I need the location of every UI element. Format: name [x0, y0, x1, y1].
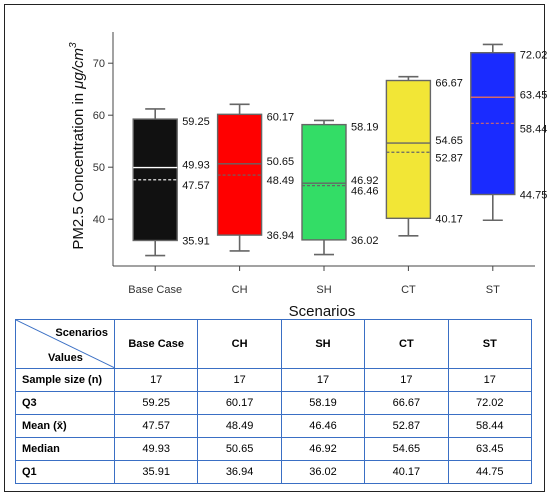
table-cell: 17 [197, 368, 282, 392]
table-cell: 17 [113, 368, 199, 392]
y-tick-label: 60 [93, 110, 105, 122]
y-axis-label-prefix: PM2.5 Concentration in [70, 89, 87, 250]
x-tick-label: ST [486, 284, 500, 296]
table-header-row: Scenarios Values Base Case CH SH CT ST [15, 319, 533, 369]
table-cell: 46.92 [280, 437, 366, 461]
table-column-header: CT [364, 319, 449, 369]
x-tick-label: CT [401, 284, 416, 296]
table-cell: 66.67 [364, 391, 449, 415]
table-cell: 46.46 [280, 414, 366, 438]
table-row: Q1 35.91 36.94 36.02 40.17 44.75 [15, 460, 533, 484]
x-tick-label: Base Case [128, 284, 182, 296]
corner-divider [16, 320, 115, 368]
chart-boxes: 59.25 35.91 49.93 47.57 60.17 36.94 50.65 48.49… [132, 43, 548, 257]
table-cell: 59.25 [113, 391, 199, 415]
table-cell: 17 [280, 368, 366, 392]
median-label: 46.92 [351, 175, 379, 187]
table-column-header: ST [447, 319, 533, 369]
row-label: Q3 [15, 391, 115, 415]
row-label: Sample size (n) [15, 368, 115, 392]
q1-label: 36.94 [267, 230, 295, 242]
corner-label-scenarios: Scenarios [55, 327, 108, 339]
table-corner-cell: Scenarios Values [15, 319, 115, 369]
median-label: 50.65 [267, 156, 295, 168]
table-cell: 40.17 [364, 460, 449, 484]
table-cell: 44.75 [447, 460, 533, 484]
mean-label: 48.49 [267, 175, 295, 187]
table-cell: 60.17 [197, 391, 282, 415]
table-cell: 63.45 [447, 437, 533, 461]
q1-label: 35.91 [182, 235, 210, 247]
boxplot-chart: 59.25 35.91 49.93 47.57 60.17 36.94 50.65 48.49… [68, 32, 548, 320]
box-ct [385, 79, 432, 220]
table-cell: 17 [447, 368, 533, 392]
y-axis-label-exp: 3 [68, 42, 79, 48]
summary-table: Scenarios Values Base Case CH SH CT ST S… [15, 319, 533, 484]
table-cell: 58.44 [447, 414, 533, 438]
y-tick-label: 40 [93, 214, 105, 226]
mean-label: 58.44 [520, 123, 548, 135]
y-tick-label: 70 [93, 58, 105, 70]
figure-frame [4, 4, 545, 492]
y-tick-label: 50 [93, 162, 105, 174]
x-axis-label: Scenarios [289, 303, 356, 320]
median-label: 49.93 [182, 160, 210, 172]
y-axis-label: PM2.5 Concentration in μg/cm3 [68, 42, 87, 250]
chart-ticks: 40 50 60 70 Base Case CH SH CT ST [93, 58, 500, 296]
table-row: Q3 59.25 60.17 58.19 66.67 72.02 [15, 391, 533, 415]
table-cell: 50.65 [197, 437, 282, 461]
mean-label: 47.57 [182, 180, 210, 192]
table-cell: 48.49 [197, 414, 282, 438]
median-label: 63.45 [520, 89, 548, 101]
table-cell: 36.02 [280, 460, 366, 484]
q3-label: 58.19 [351, 122, 379, 134]
mean-label: 46.46 [351, 186, 379, 198]
table-cell: 54.65 [364, 437, 449, 461]
table-row: Sample size (n) 17 17 17 17 17 [15, 368, 533, 392]
mean-label: 52.87 [435, 152, 463, 164]
box-sh [301, 123, 347, 241]
table-column-header: Base Case [113, 319, 199, 369]
table-cell: 49.93 [113, 437, 199, 461]
table-cell: 17 [364, 368, 449, 392]
table-cell: 47.57 [113, 414, 199, 438]
row-label: Q1 [15, 460, 115, 484]
x-tick-label: CH [232, 284, 248, 296]
q1-label: 36.02 [351, 235, 379, 247]
table-column-header: SH [280, 319, 366, 369]
table-column-header: CH [197, 319, 282, 369]
table-cell: 72.02 [447, 391, 533, 415]
q3-label: 66.67 [435, 78, 463, 90]
x-tick-label: SH [316, 284, 331, 296]
row-label: Median [15, 437, 115, 461]
table-row: Median 49.93 50.65 46.92 54.65 63.45 [15, 437, 533, 461]
table-cell: 58.19 [280, 391, 366, 415]
median-label: 54.65 [435, 135, 463, 147]
q1-label: 44.75 [520, 190, 548, 202]
q3-label: 59.25 [182, 116, 210, 128]
table-cell: 52.87 [364, 414, 449, 438]
table-cell: 36.94 [197, 460, 282, 484]
table-cell: 35.91 [113, 460, 199, 484]
row-label: Mean (x̄) [15, 414, 115, 438]
q3-label: 60.17 [267, 111, 295, 123]
q3-label: 72.02 [520, 50, 548, 62]
y-axis-label-unit: μg/cm [70, 48, 87, 90]
table-row: Mean (x̄) 47.57 48.49 46.46 52.87 58.44 [15, 414, 533, 438]
corner-label-values: Values [48, 352, 83, 364]
q1-label: 40.17 [435, 213, 463, 225]
